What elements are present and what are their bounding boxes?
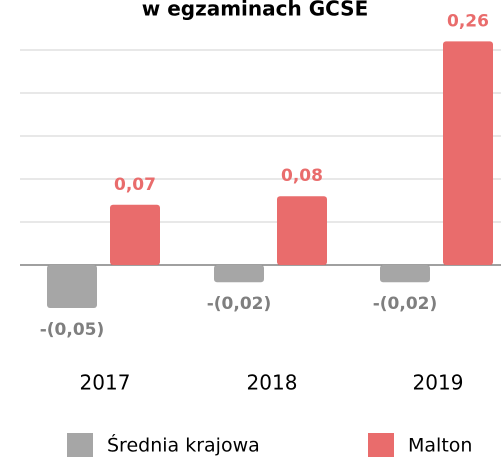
bar — [277, 196, 327, 265]
bar — [110, 204, 160, 265]
bar — [380, 265, 430, 283]
data-label: 0,08 — [281, 166, 323, 186]
bar — [214, 265, 264, 283]
chart-title: w egzaminach GCSE — [142, 0, 368, 21]
x-tick-label: 2018 — [247, 371, 298, 395]
legend-label: Średnia krajowa — [107, 433, 260, 457]
legend-swatch — [368, 433, 394, 457]
bar — [47, 265, 97, 308]
data-label: 0,26 — [447, 11, 489, 31]
bar — [443, 41, 493, 266]
x-tick-label: 2019 — [413, 371, 464, 395]
x-tick-label: 2017 — [80, 371, 131, 395]
legend-label: Malton — [408, 435, 472, 457]
legend-swatch — [67, 433, 93, 457]
data-label: 0,07 — [114, 175, 156, 195]
data-label: -(0,02) — [207, 294, 272, 314]
data-label: -(0,05) — [40, 320, 105, 340]
data-label: -(0,02) — [373, 294, 438, 314]
